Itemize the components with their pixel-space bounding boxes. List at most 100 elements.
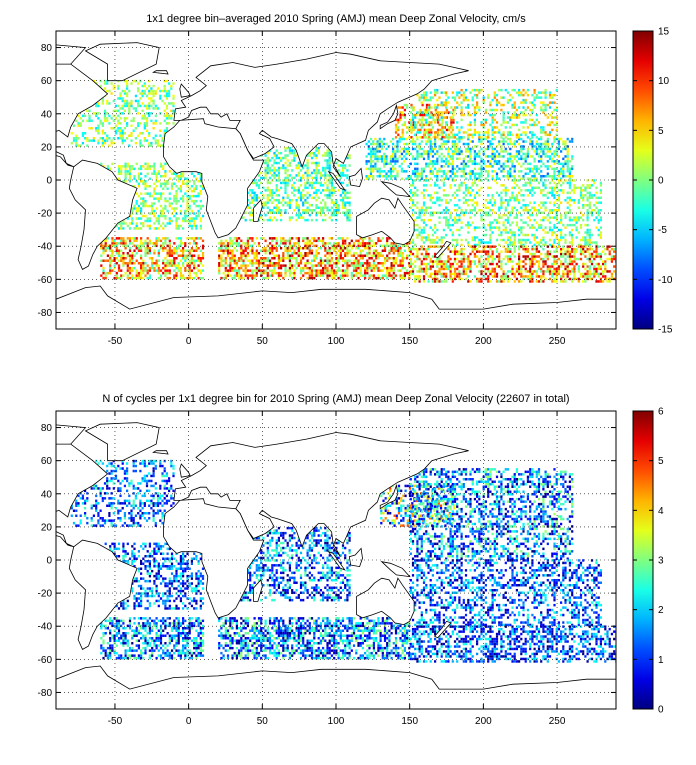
data-cell <box>531 179 534 182</box>
data-cell <box>491 118 494 122</box>
data-cell <box>531 167 534 171</box>
data-cell <box>450 131 453 134</box>
data-cell <box>489 101 492 104</box>
data-cell <box>75 137 78 140</box>
data-cell <box>148 134 151 137</box>
data-cell <box>557 243 561 247</box>
data-cell <box>440 152 443 156</box>
data-cell <box>520 165 523 168</box>
data-cell <box>143 117 146 120</box>
data-cell <box>394 175 397 178</box>
data-cell <box>493 118 496 122</box>
data-cell <box>244 218 247 222</box>
data-cell <box>515 136 519 139</box>
data-cell <box>328 161 331 165</box>
data-cell <box>542 194 545 197</box>
data-cell <box>511 165 514 168</box>
data-cell <box>564 226 567 229</box>
data-cell <box>291 264 294 267</box>
data-cell <box>97 132 100 135</box>
data-cell <box>280 213 283 217</box>
data-cell <box>297 244 300 248</box>
data-cell <box>408 126 411 129</box>
data-cell <box>295 206 298 209</box>
data-cell <box>478 131 481 134</box>
data-cell <box>394 145 397 148</box>
data-cell <box>145 139 149 142</box>
data-cell <box>173 249 176 252</box>
data-cell <box>436 162 439 166</box>
data-cell <box>416 111 419 114</box>
data-cell <box>546 123 549 127</box>
data-cell <box>193 180 196 183</box>
data-cell <box>117 170 121 173</box>
data-cell <box>411 108 415 112</box>
data-cell <box>111 162 114 166</box>
data-cell <box>367 152 370 156</box>
data-cell <box>148 224 152 228</box>
data-cell <box>271 247 274 250</box>
data-cell <box>100 254 103 257</box>
data-cell <box>188 252 191 255</box>
data-cell <box>392 262 395 265</box>
data-cell <box>399 262 402 265</box>
data-cell <box>469 113 472 117</box>
data-cell <box>137 172 141 175</box>
data-cell <box>201 269 205 272</box>
data-cell <box>157 170 160 173</box>
data-cell <box>330 194 334 197</box>
data-cell <box>182 219 185 223</box>
data-cell <box>110 117 113 120</box>
data-cell <box>190 247 194 250</box>
data-cell <box>295 204 298 207</box>
data-cell <box>451 126 454 129</box>
data-cell <box>456 157 459 161</box>
data-cell <box>264 259 267 262</box>
data-cell <box>333 186 336 190</box>
data-cell <box>420 140 423 143</box>
data-cell <box>117 259 121 262</box>
data-cell <box>427 206 430 209</box>
data-cell <box>557 162 561 166</box>
data-cell <box>120 172 123 175</box>
data-cell <box>133 177 136 180</box>
data-cell <box>179 276 183 280</box>
data-cell <box>529 142 532 146</box>
data-cell <box>566 181 569 185</box>
data-cell <box>540 179 543 182</box>
data-cell <box>77 144 80 147</box>
data-cell <box>524 98 527 102</box>
data-cell <box>146 224 149 228</box>
data-cell <box>462 96 465 99</box>
data-cell <box>155 239 158 243</box>
data-cell <box>453 140 457 143</box>
data-cell <box>533 150 536 153</box>
data-cell <box>577 216 580 219</box>
data-cell <box>537 91 541 94</box>
data-cell <box>266 201 269 204</box>
data-cell <box>262 196 265 200</box>
data-cell <box>522 121 525 124</box>
data-cell <box>344 164 347 167</box>
data-cell <box>482 233 485 237</box>
data-cell <box>146 192 149 195</box>
data-cell <box>109 247 112 250</box>
data-cell <box>473 194 477 197</box>
data-cell <box>425 209 428 212</box>
data-cell <box>529 162 532 166</box>
data-cell <box>266 189 269 192</box>
data-cell <box>447 221 450 224</box>
data-cell <box>548 216 552 219</box>
data-cell <box>414 211 417 214</box>
data-cell <box>79 122 82 125</box>
data-cell <box>224 249 227 252</box>
data-cell <box>386 276 389 280</box>
data-cell <box>291 271 294 275</box>
data-cell <box>458 206 461 209</box>
data-cell <box>529 213 532 217</box>
data-cell <box>537 172 541 175</box>
data-cell <box>302 239 305 243</box>
data-cell <box>173 262 176 265</box>
data-cell <box>268 169 272 172</box>
data-cell <box>560 221 563 224</box>
